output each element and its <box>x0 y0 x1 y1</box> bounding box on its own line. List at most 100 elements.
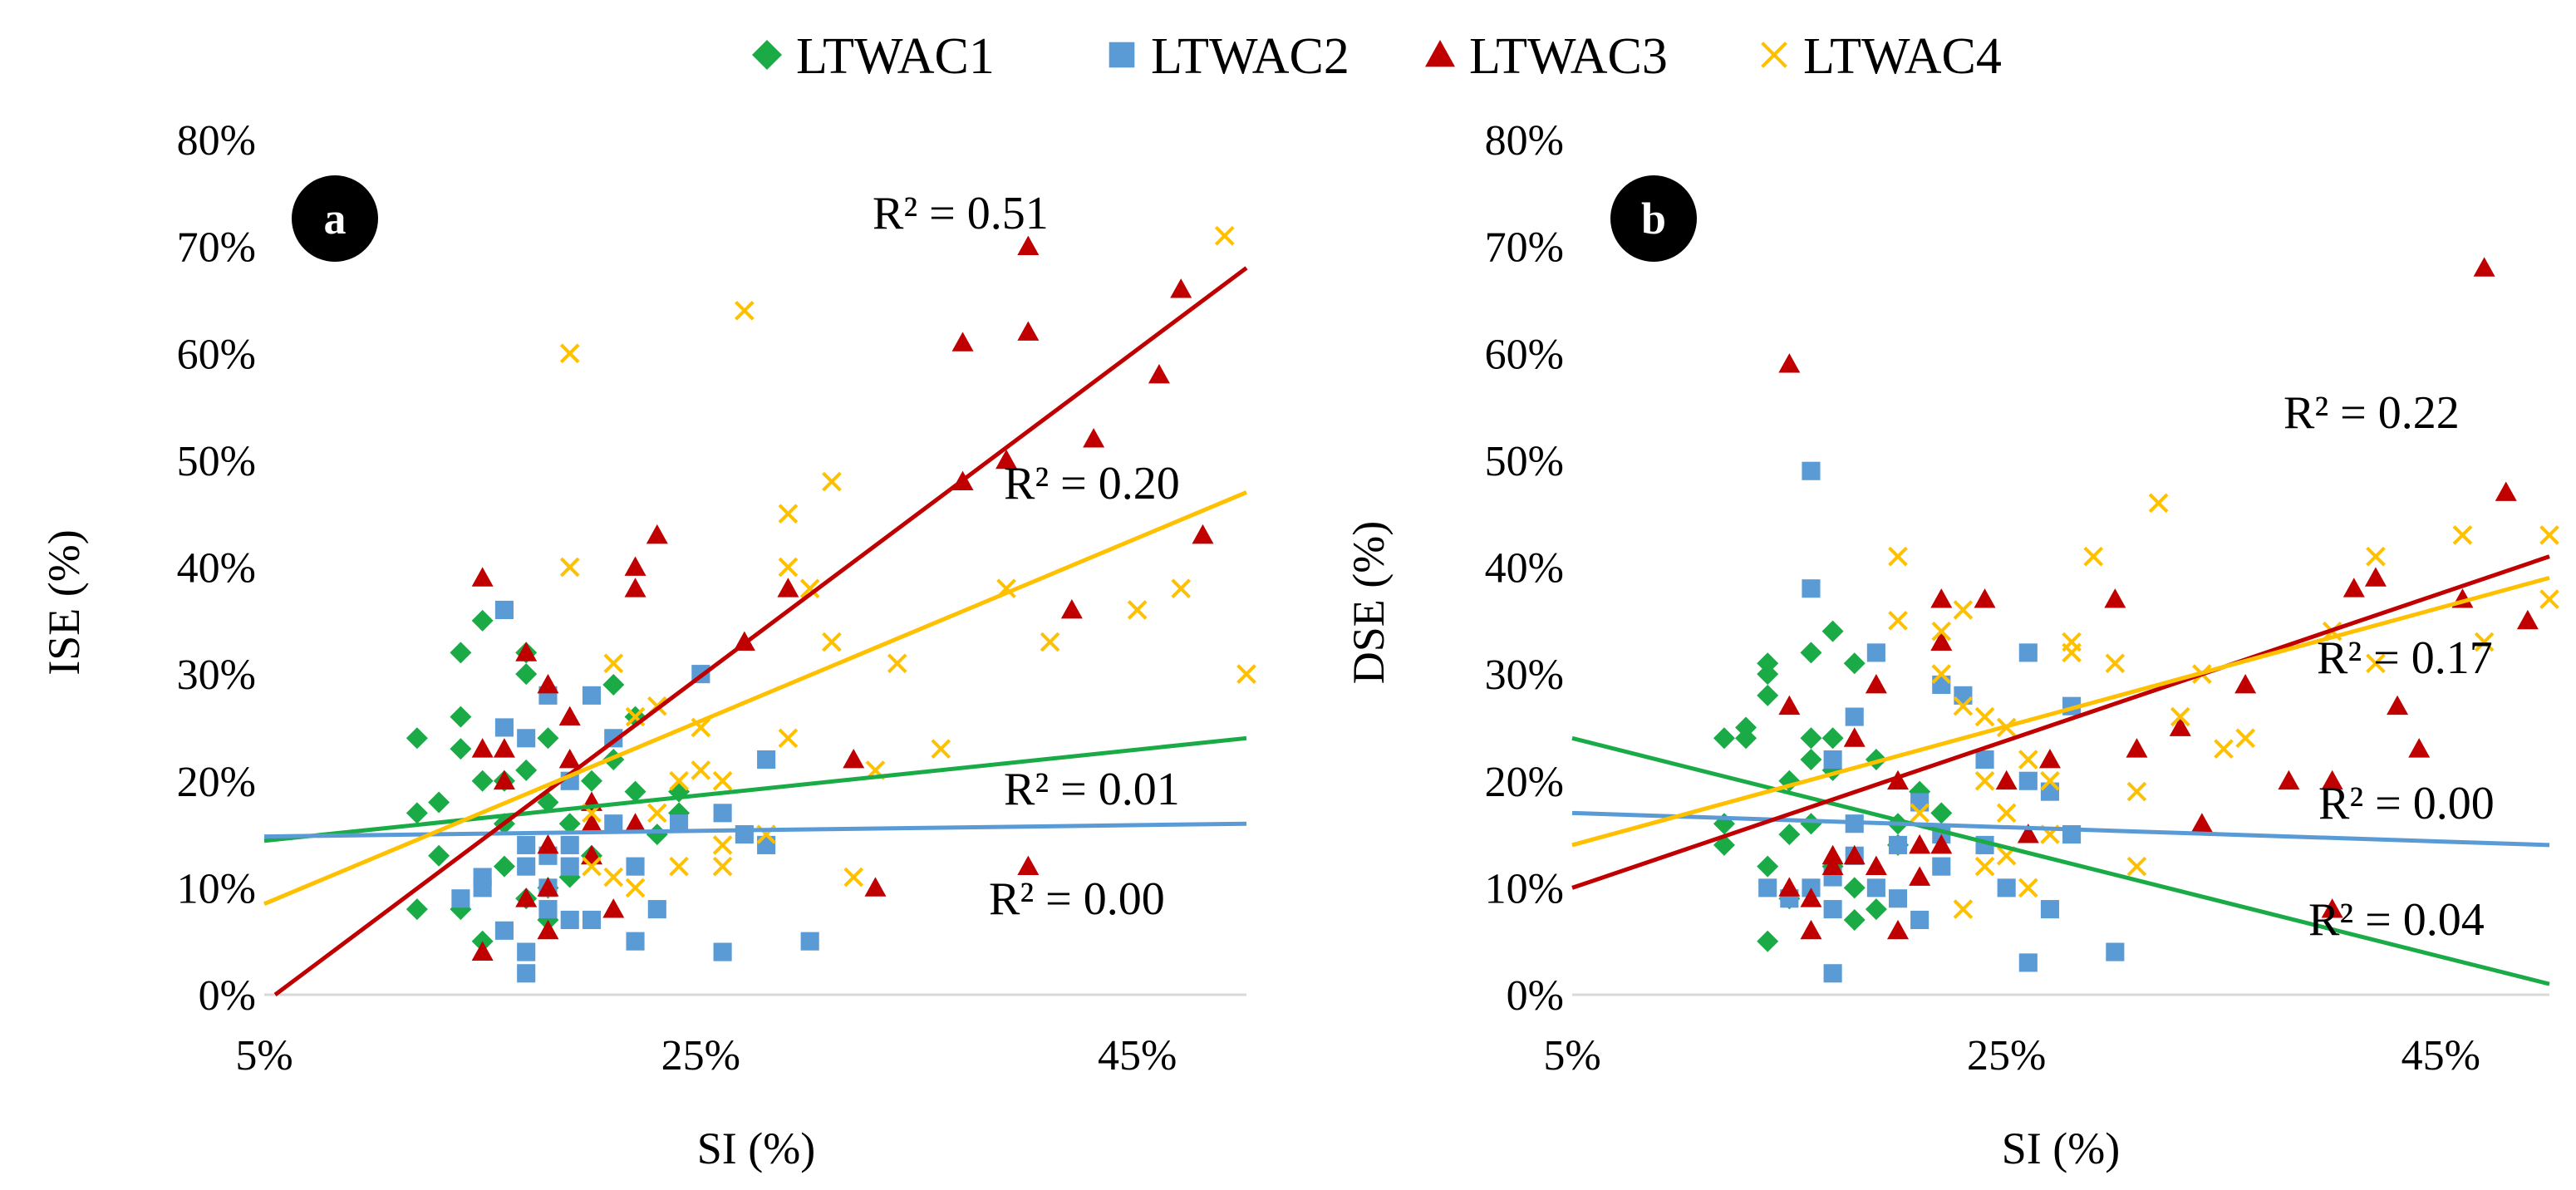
data-point-ltwac4 <box>2214 739 2234 759</box>
data-point-ltwac3 <box>537 919 559 940</box>
data-point-ltwac4 <box>582 856 602 877</box>
data-point-ltwac3 <box>2364 567 2387 587</box>
data-point-ltwac1 <box>1800 749 1822 771</box>
data-point-ltwac2 <box>800 932 819 951</box>
legend-marker-shape <box>752 40 782 70</box>
y-tick-label: 50% <box>177 438 256 485</box>
data-point-ltwac2 <box>1888 835 1908 854</box>
data-point-ltwac3 <box>2473 257 2495 277</box>
data-point-ltwac4 <box>1040 632 1060 652</box>
data-point-ltwac4 <box>2474 632 2495 652</box>
data-point-ltwac4 <box>735 300 755 321</box>
data-point-ltwac1 <box>428 844 450 867</box>
data-point-ltwac1 <box>450 738 472 760</box>
r2-label-b-ltwac3: R² = 0.22 <box>2283 387 2460 439</box>
data-point-ltwac3 <box>2104 588 2126 608</box>
data-point-ltwac3 <box>581 813 602 833</box>
data-point-ltwac2 <box>2018 643 2038 662</box>
panel-badge-b: b <box>1610 175 1697 262</box>
data-point-ltwac4 <box>2126 781 2147 802</box>
data-point-ltwac4 <box>2170 706 2190 727</box>
trendline-ltwac4 <box>263 490 1247 906</box>
data-point-ltwac2 <box>1823 964 1842 983</box>
data-point-ltwac4 <box>669 856 689 877</box>
data-point-ltwac2 <box>2018 953 2038 972</box>
data-point-ltwac3 <box>864 877 887 897</box>
data-point-ltwac4 <box>1127 600 1148 620</box>
r2-label-b-ltwac1: R² = 0.04 <box>2308 894 2485 946</box>
y-tick-labels-b: 0% 10% 20% 30% 40% 50% 60% 70% 80% <box>1485 117 1564 1020</box>
data-point-ltwac3 <box>1865 673 1887 694</box>
trendline-ltwac1 <box>263 735 1247 843</box>
data-point-ltwac3 <box>2408 738 2431 758</box>
data-point-ltwac4 <box>1953 600 1974 620</box>
data-point-ltwac3 <box>515 888 538 907</box>
data-point-ltwac1 <box>1930 802 1953 824</box>
data-point-ltwac1 <box>1843 652 1866 675</box>
data-point-ltwac3 <box>2516 609 2539 630</box>
data-point-ltwac2 <box>1758 878 1777 897</box>
x-tick-label: 25% <box>1967 1032 2046 1079</box>
data-point-ltwac3 <box>624 556 646 576</box>
legend-label-ltwac3: LTWAC3 <box>1469 28 1668 85</box>
data-point-ltwac3 <box>558 749 581 769</box>
data-point-ltwac4 <box>669 770 689 791</box>
data-point-ltwac3 <box>1192 524 1214 544</box>
legend-item-ltwac3: LTWAC3 <box>1425 28 1668 85</box>
data-point-ltwac1 <box>1865 898 1887 921</box>
y-tick-label: 50% <box>1485 438 1564 485</box>
legend-marker-shape <box>1761 42 1787 68</box>
data-point-ltwac2 <box>538 900 558 919</box>
data-point-ltwac2 <box>1932 857 1951 876</box>
data-point-ltwac1 <box>558 813 581 835</box>
data-point-ltwac1 <box>406 727 428 750</box>
data-point-ltwac2 <box>713 804 732 823</box>
data-point-ltwac3 <box>471 738 494 758</box>
data-point-ltwac1 <box>450 706 472 728</box>
y-tick-label: 70% <box>177 224 256 272</box>
data-point-ltwac1 <box>1757 684 1779 706</box>
panel-a: 5% 25% 45% 0% 10% 20% 30% 40% 50% 60% 70% 80% SI (… <box>39 117 1256 1173</box>
data-point-ltwac2 <box>517 964 536 983</box>
data-point-ltwac2 <box>451 889 470 908</box>
data-point-ltwac4 <box>1931 664 1952 684</box>
x-tick-label: 45% <box>2401 1032 2480 1079</box>
legend-label-ltwac1: LTWAC1 <box>796 28 995 85</box>
data-point-ltwac1 <box>1800 813 1822 835</box>
data-point-ltwac1 <box>1735 716 1757 739</box>
data-point-ltwac4 <box>1953 899 1974 919</box>
data-point-ltwac2 <box>1823 750 1842 770</box>
data-point-ltwac3 <box>1017 235 1040 256</box>
trendlines-b <box>1571 554 2550 986</box>
data-point-ltwac2 <box>626 857 645 876</box>
data-point-ltwac2 <box>2018 771 2038 790</box>
data-point-ltwac4 <box>1931 621 1952 642</box>
data-point-ltwac1 <box>624 780 646 803</box>
data-point-ltwac4 <box>778 557 799 578</box>
data-point-ltwac3 <box>624 578 646 597</box>
y-tick-label: 60% <box>177 331 256 378</box>
data-point-ltwac3 <box>1821 855 1844 876</box>
data-point-ltwac4 <box>2366 653 2386 674</box>
data-point-ltwac3 <box>1778 695 1801 715</box>
data-point-ltwac2 <box>560 835 579 854</box>
data-point-ltwac3 <box>1800 919 1822 940</box>
data-point-ltwac3 <box>2387 695 2409 715</box>
legend-marker-x <box>1761 42 1787 68</box>
data-point-ltwac2 <box>494 921 514 940</box>
data-point-ltwac4 <box>2062 642 2082 663</box>
data-point-ltwac4 <box>2083 546 2104 567</box>
data-point-ltwac2 <box>1997 878 2016 897</box>
data-point-ltwac4 <box>1974 706 1995 727</box>
data-point-ltwac3 <box>2126 738 2148 758</box>
data-point-ltwac3 <box>558 706 581 725</box>
legend: LTWAC1 LTWAC2 LTWAC3 LTWAC4 <box>752 28 2002 85</box>
y-tick-label: 20% <box>1485 759 1564 806</box>
data-point-ltwac3 <box>2234 673 2257 694</box>
y-tick-label: 70% <box>1485 224 1564 272</box>
data-point-ltwac2 <box>604 814 623 833</box>
data-point-ltwac3 <box>2038 749 2061 769</box>
y-axis-label-a: ISE (%) <box>39 529 89 675</box>
data-point-ltwac4 <box>2018 878 2038 898</box>
data-point-ltwac2 <box>626 932 645 951</box>
